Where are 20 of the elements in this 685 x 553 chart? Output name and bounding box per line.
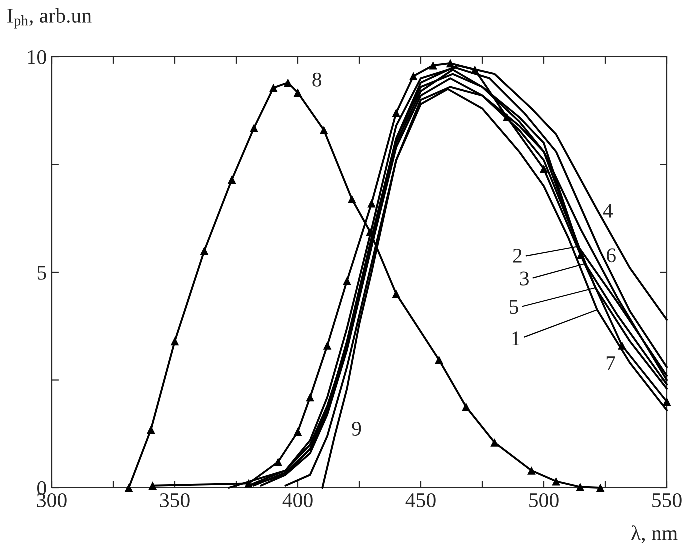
annotation: 8 — [312, 72, 322, 87]
y-tick-label: 5 — [38, 266, 46, 280]
y-tick-label: 0 — [38, 481, 46, 496]
y-tick-label: 10 — [28, 50, 46, 64]
x-tick-label: 450 — [406, 493, 436, 508]
annotation: 9 — [352, 422, 362, 436]
x-tick-label: 300 — [37, 493, 67, 508]
annotation: 6 — [607, 248, 616, 263]
x-axis-title: λ, nm — [632, 526, 678, 544]
y-axis-title: I$_{ph}$, arb.un — [8, 8, 92, 29]
x-tick-label: 550 — [652, 493, 682, 508]
x-tick-label: 400 — [282, 493, 313, 508]
x-tick-label: 350 — [160, 493, 190, 508]
x-tick-label: 500 — [530, 493, 559, 508]
annotation: 4 — [603, 204, 614, 218]
annotation: 5 — [510, 300, 518, 314]
annotation: 1 — [512, 332, 520, 346]
annotation: 3 — [520, 272, 529, 286]
annotation: 2 — [513, 248, 522, 263]
annotation: 7 — [606, 356, 616, 370]
